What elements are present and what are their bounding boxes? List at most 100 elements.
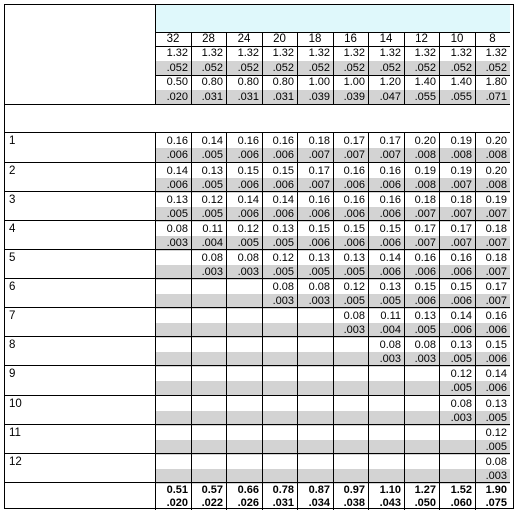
cell-value: 0.12 (343, 281, 365, 293)
row-shade-band (155, 294, 510, 309)
row-label: 2 (9, 165, 16, 177)
cell-value: 0.15 (379, 223, 401, 235)
cell-value: 0.16 (308, 194, 330, 206)
cell-value: .003 (237, 266, 259, 278)
column-rule (439, 132, 440, 510)
total-value: .031 (272, 497, 294, 509)
cell-value: .005 (485, 441, 507, 453)
row-label: 3 (9, 194, 16, 206)
cell-value: .007 (485, 208, 507, 220)
cell-value: .006 (237, 149, 259, 161)
cell-value: 0.15 (237, 165, 259, 177)
cell-value: .008 (414, 149, 436, 161)
total-value: .038 (343, 497, 365, 509)
cell-value: .006 (308, 208, 330, 220)
cell-value: 0.16 (166, 135, 188, 147)
cell-value: .005 (308, 266, 330, 278)
gauge-header: 20 (273, 33, 286, 45)
gauge-table: 32 28 24 20 18 16 14 12 10 8 1.32 1.32 1.32 1.32 1.32 1… (4, 4, 514, 510)
cell-value: .005 (343, 266, 365, 278)
cell-value: .005 (450, 353, 472, 365)
cell-value: 0.20 (414, 135, 436, 147)
gauge-header: 10 (450, 33, 464, 45)
row-label: 4 (9, 223, 16, 235)
cell-value: 0.08 (201, 252, 223, 264)
cell-value: .005 (379, 295, 401, 307)
row-label: 5 (9, 252, 16, 264)
column-rule (475, 132, 476, 510)
spec-value: 0.80 (201, 76, 223, 88)
spec-value: 1.32 (237, 47, 259, 59)
spec-value: .039 (308, 90, 330, 103)
column-rule (226, 132, 227, 510)
total-value: 1.10 (379, 484, 401, 496)
cell-value: 0.13 (166, 194, 188, 206)
spec-value: 0.50 (166, 76, 188, 88)
spec-value: .052 (166, 61, 188, 74)
cell-value: 0.08 (166, 223, 188, 235)
cell-value: .003 (414, 353, 436, 365)
cell-value: 0.11 (202, 223, 223, 235)
spec-value: 1.80 (485, 76, 507, 88)
spec-divider (155, 75, 510, 76)
row-divider (5, 191, 510, 192)
cell-value: .006 (237, 179, 259, 191)
spec-value: 1.40 (450, 76, 472, 88)
row-label: 11 (9, 427, 21, 439)
spec-value: .052 (450, 61, 472, 74)
row-label: 6 (9, 281, 16, 293)
column-rule (404, 132, 405, 510)
cell-value: 0.18 (485, 252, 507, 264)
gauge-header: 18 (308, 33, 322, 45)
row-label: 7 (9, 310, 16, 322)
spec-value: 1.32 (450, 47, 472, 59)
total-value: .034 (308, 497, 330, 509)
cell-value: .006 (485, 324, 507, 336)
gauge-row-bottom (155, 46, 510, 47)
cell-value: .004 (201, 237, 223, 249)
totals-top (5, 482, 510, 483)
cell-value: .007 (450, 237, 472, 249)
cell-value: 0.19 (450, 165, 472, 177)
total-value: .075 (485, 497, 507, 509)
cell-value: .005 (201, 208, 223, 220)
cell-value: 0.12 (450, 368, 472, 380)
cell-value: 0.15 (343, 223, 365, 235)
cell-value: 0.18 (485, 223, 507, 235)
cell-value: 0.13 (485, 398, 507, 410)
cell-value: 0.15 (485, 339, 507, 351)
total-value: 0.51 (166, 484, 188, 496)
cell-value: 0.16 (485, 310, 507, 322)
cell-value: .006 (343, 179, 365, 191)
cell-value: 0.13 (379, 281, 401, 293)
row-divider (5, 453, 510, 454)
spec-shade-band (155, 60, 510, 75)
spec-value: .052 (485, 61, 507, 74)
cell-value: .006 (450, 295, 472, 307)
gauge-header: 16 (344, 33, 357, 45)
spec-value: 1.32 (272, 47, 294, 59)
row-shade-band (155, 178, 510, 193)
cell-value: 0.13 (343, 252, 365, 264)
spec-value: .052 (343, 61, 365, 74)
total-value: .026 (237, 497, 259, 509)
column-rule (439, 32, 440, 104)
column-rule (297, 32, 298, 104)
cell-value: 0.19 (485, 194, 507, 206)
spec-value: 1.32 (414, 47, 436, 59)
cell-value: 0.13 (414, 310, 436, 322)
cell-value: .003 (166, 237, 188, 249)
cell-value: .006 (379, 179, 401, 191)
cell-value: 0.08 (272, 281, 294, 293)
cell-value: 0.12 (485, 427, 507, 439)
cell-value: 0.14 (237, 194, 259, 206)
row-label: 8 (9, 339, 16, 351)
cell-value: .006 (272, 149, 294, 161)
cell-value: 0.08 (343, 310, 365, 322)
column-rule (475, 32, 476, 104)
header-band-bottom (155, 32, 510, 33)
cell-value: 0.08 (379, 339, 401, 351)
cell-value: 0.14 (379, 252, 401, 264)
row-shade-band (155, 265, 510, 280)
cell-value: .007 (379, 149, 401, 161)
